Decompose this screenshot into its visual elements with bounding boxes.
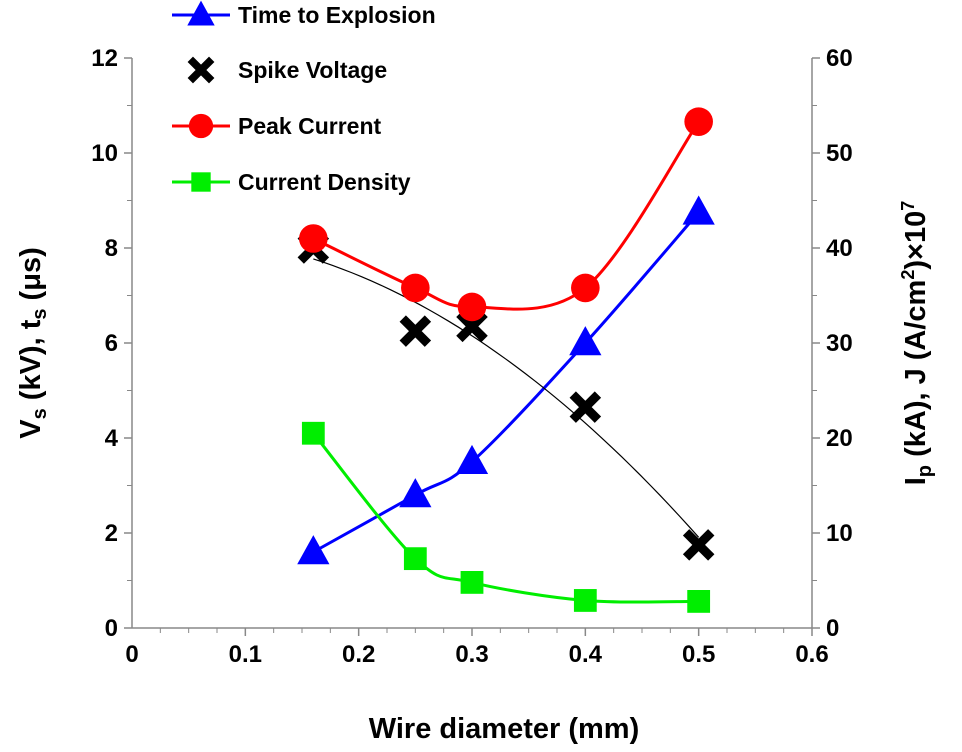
x-tick-label: 0.1 xyxy=(229,641,262,668)
series-peak-current xyxy=(299,107,713,322)
y2-tick-label: 10 xyxy=(826,520,853,547)
y-axis-title-mid: (kV), t xyxy=(15,319,47,408)
series-layer xyxy=(297,107,715,613)
series-line xyxy=(312,120,700,311)
legend-label: Time to Explosion xyxy=(238,2,436,28)
legend-marker xyxy=(187,56,215,84)
y2-axis-title-sup1: 2 xyxy=(898,270,918,280)
y-tick-label: 0 xyxy=(105,615,118,642)
y-tick-label: 12 xyxy=(91,45,118,72)
y2-axis-title-sub1: p xyxy=(914,465,936,477)
series-spike-voltage xyxy=(297,232,715,561)
data-point xyxy=(684,107,713,136)
data-point xyxy=(569,326,602,356)
y-ticks: 0 2 4 6 8 10 12 xyxy=(91,45,132,642)
data-point xyxy=(403,547,427,571)
plot-frame xyxy=(131,58,813,629)
legend-marker xyxy=(188,113,214,139)
y2-axis-title-main: I xyxy=(900,477,932,485)
y2-axis-title-tail: )×10 xyxy=(900,211,932,270)
y-axis-title-tail: (μs) xyxy=(15,247,47,308)
x-ticks: 0 0.1 0.2 0.3 0.4 0.5 0.6 xyxy=(125,628,829,668)
data-point xyxy=(455,444,489,475)
data-point xyxy=(301,421,325,445)
legend: Time to Explosion Spike Voltage Peak Curre… xyxy=(172,0,436,195)
legend-marker xyxy=(187,0,215,26)
legend-marker xyxy=(191,172,211,192)
y2-ticks: 0 10 20 30 40 50 60 xyxy=(812,45,853,642)
y2-tick-label: 40 xyxy=(826,235,853,262)
y-tick-label: 10 xyxy=(91,140,118,167)
x-tick-label: 0 xyxy=(125,641,138,668)
data-point xyxy=(401,273,430,303)
y-axis-title: Vs (kV), ts (μs) xyxy=(15,247,51,438)
y2-axis-title: Ip (kA), J (A/cm2)×107 xyxy=(898,201,936,486)
series-line xyxy=(312,211,700,554)
x-tick-label: 0.4 xyxy=(569,641,603,668)
y2-tick-label: 60 xyxy=(826,45,853,72)
data-point xyxy=(299,224,328,253)
series-time-to-explosion xyxy=(297,195,715,565)
y-tick-label: 8 xyxy=(105,235,118,262)
y-tick-label: 2 xyxy=(105,520,118,547)
y2-tick-label: 30 xyxy=(826,330,853,357)
spike-voltage-trendline xyxy=(313,258,700,538)
data-point xyxy=(682,529,715,561)
y-axis-title-main: V xyxy=(15,419,47,439)
y-tick-label: 4 xyxy=(105,425,119,452)
y-axis-title-sub1: s xyxy=(29,408,51,419)
legend-label: Spike Voltage xyxy=(238,57,387,83)
data-point xyxy=(399,315,432,347)
legend-label: Current Density xyxy=(238,169,411,195)
x-tick-label: 0.6 xyxy=(795,641,828,668)
y-tick-label: 6 xyxy=(105,330,118,357)
data-point xyxy=(682,195,715,225)
data-point xyxy=(569,391,602,423)
y2-tick-label: 0 xyxy=(826,615,839,642)
data-point xyxy=(460,571,484,594)
x-tick-label: 0.2 xyxy=(342,641,375,668)
legend-item: Current Density xyxy=(172,169,411,195)
data-point xyxy=(457,292,487,322)
y2-axis-title-mid: (kA), J (A/cm xyxy=(900,280,932,465)
data-point xyxy=(573,589,597,612)
data-point xyxy=(297,535,330,565)
y2-axis-title-sup2: 7 xyxy=(898,201,918,211)
y2-tick-label: 50 xyxy=(826,140,853,167)
legend-item: Peak Current xyxy=(172,113,382,139)
data-point xyxy=(399,478,432,508)
series-current-density xyxy=(301,421,711,613)
y-axis-title-sub2: s xyxy=(29,309,51,320)
x-tick-label: 0.5 xyxy=(682,641,715,668)
data-point xyxy=(687,590,711,613)
series-line xyxy=(312,432,699,604)
legend-label: Peak Current xyxy=(238,113,382,139)
legend-item: Time to Explosion xyxy=(172,0,436,28)
data-point xyxy=(571,273,600,303)
x-axis-title: Wire diameter (mm) xyxy=(369,713,639,745)
x-tick-label: 0.3 xyxy=(455,641,488,668)
y2-tick-label: 20 xyxy=(826,425,853,452)
legend-item: Spike Voltage xyxy=(187,56,387,84)
